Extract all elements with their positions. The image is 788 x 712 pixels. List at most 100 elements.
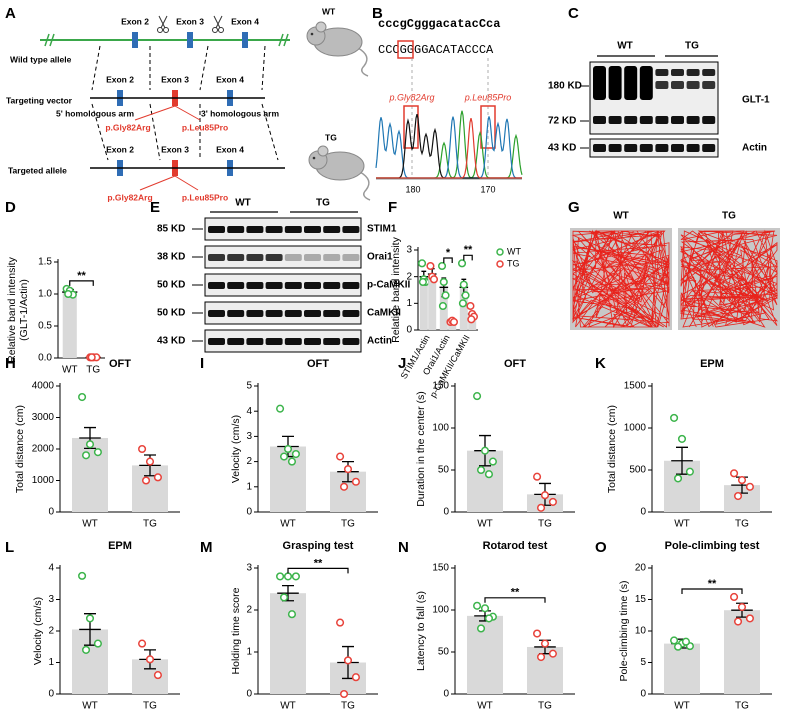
- data-point: [87, 353, 96, 362]
- data-point: [439, 277, 448, 287]
- y-tick-label: 20: [635, 563, 647, 574]
- highlight-box: [403, 105, 419, 149]
- scissor-blade: [213, 15, 223, 29]
- x-tick-label: TG: [735, 519, 749, 530]
- bar: [724, 610, 760, 694]
- data-point: [670, 413, 679, 422]
- blot: [204, 273, 362, 297]
- group-label: WT: [613, 211, 629, 222]
- data-point: [473, 601, 482, 610]
- data-point: [677, 434, 687, 443]
- size-label: 43 KD: [157, 336, 185, 347]
- data-point: [459, 280, 468, 289]
- track: [571, 229, 671, 329]
- y-tick-label: 0: [640, 507, 646, 518]
- scissor-blade: [158, 15, 168, 29]
- exon-label: Exon 4: [216, 144, 244, 154]
- y-axis-label: Pole-climbing time (s): [618, 581, 630, 682]
- band: [265, 254, 283, 261]
- x-tick-label: WT: [62, 365, 78, 376]
- trace: [376, 118, 522, 179]
- data-point: [480, 604, 490, 613]
- data-point: [484, 470, 494, 479]
- line: [149, 103, 161, 161]
- data-point: [681, 637, 691, 646]
- panel-label: L: [5, 539, 14, 556]
- exon-label: Exon 2: [106, 144, 134, 154]
- band: [655, 144, 669, 152]
- data-point: [291, 572, 300, 581]
- line: [91, 103, 109, 161]
- data-point: [283, 444, 293, 454]
- panel-label: D: [5, 199, 16, 216]
- protein-label: p-CaMKII: [367, 280, 411, 291]
- track: [679, 229, 779, 328]
- data-point: [484, 614, 494, 623]
- chart-title: OFT: [307, 358, 329, 370]
- band: [655, 116, 669, 124]
- y-axis-label: Velocity (cm/s): [230, 415, 242, 483]
- mutation-label: p.Gly82Arg: [105, 122, 150, 132]
- highlight-box: [397, 40, 414, 59]
- error-bar: [79, 613, 101, 646]
- data-point: [343, 656, 353, 665]
- y-axis-label: Total distance (cm): [14, 405, 26, 493]
- band: [671, 81, 684, 89]
- bar: [72, 437, 108, 512]
- highlight-box: [480, 105, 496, 149]
- y-tick-label: 0: [246, 689, 252, 700]
- legend-marker: [496, 248, 504, 256]
- legend-marker: [496, 260, 504, 268]
- x-tick-label: WT: [82, 519, 98, 530]
- data-point: [476, 465, 486, 475]
- reference-sequence: cccgCgggacatacCca: [378, 17, 500, 31]
- band: [227, 310, 245, 317]
- data-point: [730, 592, 739, 602]
- data-point: [426, 261, 435, 271]
- row-label: Targeted allele: [8, 165, 67, 175]
- data-point: [138, 639, 147, 648]
- band: [342, 338, 360, 345]
- band: [246, 338, 264, 345]
- y-tick-label: 1000: [624, 423, 647, 434]
- band: [227, 338, 245, 345]
- y-tick-label: 0: [48, 507, 54, 518]
- bar: [270, 593, 306, 694]
- data-point: [737, 603, 747, 612]
- x-tick-label: WT: [477, 701, 493, 712]
- x-tick-label: WT: [280, 701, 296, 712]
- band: [671, 116, 684, 124]
- band: [608, 144, 622, 152]
- chart-title: Rotarod test: [483, 540, 548, 552]
- data-point: [429, 275, 439, 284]
- data-point: [536, 503, 546, 512]
- line: [261, 45, 266, 91]
- band: [304, 282, 321, 289]
- data-point: [533, 629, 542, 638]
- panel-label: C: [568, 5, 579, 22]
- data-point: [540, 639, 550, 648]
- scissor-ring: [163, 27, 169, 33]
- band: [342, 254, 360, 261]
- band: [671, 144, 684, 152]
- y-tick-label: 15: [635, 594, 647, 605]
- band: [702, 69, 716, 76]
- data-point: [283, 572, 293, 581]
- mutation-label: p.Leu85Pro: [464, 92, 512, 102]
- significance-label: **: [708, 578, 717, 590]
- mouse-eye: [310, 32, 314, 36]
- band: [246, 226, 264, 233]
- band: [227, 254, 245, 261]
- data-point: [145, 457, 155, 466]
- panel-label: B: [372, 5, 383, 22]
- y-axis-label: Relative band intensity: [6, 256, 18, 362]
- panel-label: F: [388, 199, 397, 216]
- y-axis-label: Total distance (cm): [606, 405, 618, 493]
- band: [593, 144, 606, 152]
- protein-label: CaMKII: [367, 308, 401, 319]
- size-label: 50 KD: [157, 280, 185, 291]
- data-point: [467, 315, 476, 324]
- data-point: [343, 465, 353, 474]
- data-point: [533, 472, 542, 481]
- significance-label: *: [446, 247, 451, 259]
